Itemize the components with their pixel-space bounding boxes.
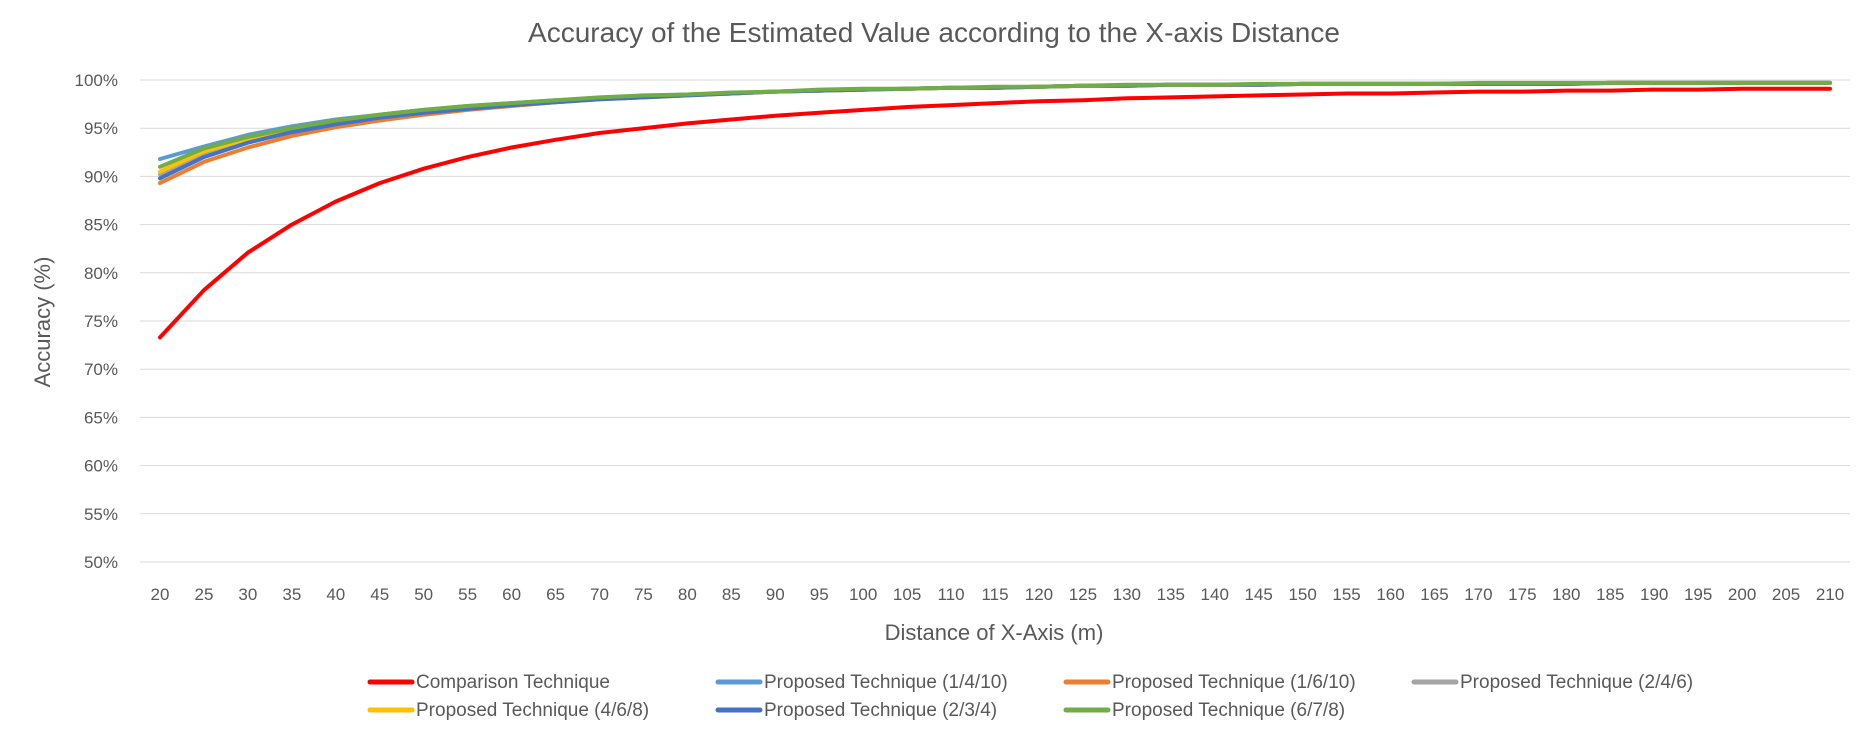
x-tick-label: 190 (1640, 585, 1668, 604)
legend-item: Proposed Technique (1/6/10) (1063, 672, 1356, 693)
x-tick-label: 210 (1816, 585, 1844, 604)
series-line-5 (158, 80, 1832, 181)
legend-label: Proposed Technique (1/6/10) (1112, 672, 1356, 693)
x-tick-label: 165 (1420, 585, 1448, 604)
y-tick-label: 50% (84, 553, 118, 572)
x-tick-label: 90 (766, 585, 785, 604)
x-tick-label: 200 (1728, 585, 1756, 604)
legend-label: Proposed Technique (1/4/10) (764, 672, 1008, 693)
series-line-2 (158, 80, 1832, 186)
x-tick-label: 125 (1069, 585, 1097, 604)
legend-item: Proposed Technique (2/3/4) (715, 700, 997, 721)
y-tick-label: 90% (84, 167, 118, 186)
legend-label: Proposed Technique (2/4/6) (1460, 672, 1693, 693)
x-tick-label: 110 (937, 585, 964, 604)
x-tick-label: 80 (678, 585, 697, 604)
x-tick-label: 55 (458, 585, 477, 604)
x-tick-label: 175 (1508, 585, 1536, 604)
x-tick-label: 75 (634, 585, 653, 604)
legend-label: Proposed Technique (4/6/8) (416, 700, 649, 721)
x-tick-label: 50 (414, 585, 433, 604)
x-tick-label: 100 (849, 585, 877, 604)
x-tick-label: 170 (1464, 585, 1492, 604)
x-axis-ticks: 20 25 30 35 40 45 50 55 60 65 70 75 80 85 90 95 100 105 11… (151, 585, 1845, 604)
y-tick-label: 80% (84, 264, 118, 283)
x-tick-label: 145 (1244, 585, 1272, 604)
x-tick-label: 160 (1376, 585, 1404, 604)
y-tick-label: 85% (84, 216, 118, 235)
x-tick-label: 35 (282, 585, 301, 604)
x-tick-label: 45 (370, 585, 389, 604)
x-tick-label: 130 (1113, 585, 1141, 604)
x-tick-label: 65 (546, 585, 565, 604)
y-tick-label: 100% (75, 71, 118, 90)
series-line-6 (158, 80, 1832, 169)
x-tick-label: 180 (1552, 585, 1580, 604)
legend-item: Comparison Technique (367, 672, 610, 693)
x-tick-label: 185 (1596, 585, 1624, 604)
legend-item: Proposed Technique (4/6/8) (367, 700, 649, 721)
y-tick-label: 95% (84, 119, 118, 138)
x-tick-label: 140 (1201, 585, 1229, 604)
legend-item: Proposed Technique (1/4/10) (715, 672, 1008, 693)
x-tick-label: 85 (722, 585, 741, 604)
x-axis-title: Distance of X-Axis (m) (885, 620, 1104, 645)
legend-label: Comparison Technique (416, 672, 610, 693)
legend: Comparison Technique Proposed Technique (… (367, 672, 1693, 721)
x-tick-label: 155 (1332, 585, 1360, 604)
series-line-1 (158, 80, 1832, 161)
y-tick-label: 60% (84, 457, 118, 476)
y-axis-ticks: 50% 55% 60% 65% 70% 75% 80% 85% 90% 95% 100% (75, 71, 118, 572)
y-tick-label: 70% (84, 360, 118, 379)
x-tick-label: 40 (326, 585, 345, 604)
legend-label: Proposed Technique (2/3/4) (764, 700, 997, 721)
x-tick-label: 105 (893, 585, 921, 604)
chart-title: Accuracy of the Estimated Value accordin… (528, 17, 1340, 48)
legend-label: Proposed Technique (6/7/8) (1112, 700, 1345, 721)
x-tick-label: 95 (810, 585, 829, 604)
legend-item: Proposed Technique (2/4/6) (1411, 672, 1693, 693)
y-tick-label: 55% (84, 505, 118, 524)
x-tick-label: 135 (1157, 585, 1185, 604)
gridlines (140, 79, 1850, 563)
x-tick-label: 150 (1288, 585, 1316, 604)
series-lines (158, 80, 1832, 340)
legend-item: Proposed Technique (6/7/8) (1063, 700, 1345, 721)
series-line-4 (158, 80, 1832, 174)
x-tick-label: 60 (502, 585, 521, 604)
x-tick-label: 25 (194, 585, 213, 604)
x-tick-label: 30 (238, 585, 257, 604)
x-tick-label: 20 (151, 585, 170, 604)
x-tick-label: 120 (1025, 585, 1053, 604)
x-tick-label: 195 (1684, 585, 1712, 604)
x-tick-label: 115 (981, 585, 1008, 604)
y-tick-label: 75% (84, 312, 118, 331)
y-tick-label: 65% (84, 408, 118, 427)
y-axis-title: Accuracy (%) (30, 257, 55, 388)
x-tick-label: 70 (590, 585, 609, 604)
series-line-0 (158, 86, 1832, 340)
x-tick-label: 205 (1772, 585, 1800, 604)
